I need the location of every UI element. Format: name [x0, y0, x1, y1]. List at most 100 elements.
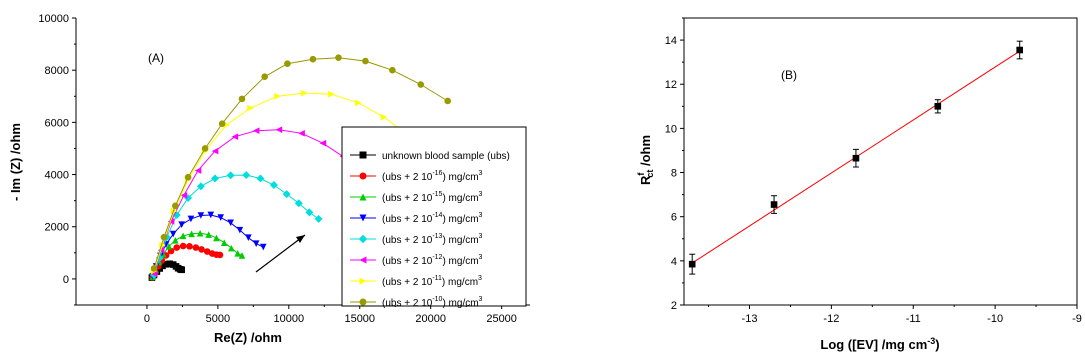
- chart-a-data-point: [309, 55, 317, 63]
- chart-a-data-point: [282, 190, 291, 199]
- chart-a-legend-marker: [359, 214, 367, 222]
- chart-a-data-point: [238, 252, 246, 259]
- chart-a-data-point: [301, 89, 308, 97]
- chart-a-data-point: [226, 171, 235, 180]
- chart-a-data-point: [328, 90, 335, 98]
- chart-a: 0 5000 10000 15000 20000 25000 0 2000 4000 6000 8…: [8, 13, 530, 345]
- chart-a-legend-label: unknown blood sample (ubs): [382, 151, 510, 162]
- chart-a-data-point: [211, 174, 219, 183]
- chart-b-data-point: [934, 103, 942, 110]
- chart-a-data-point: [150, 270, 158, 277]
- chart-a-x-tick-label: 5000: [206, 313, 230, 325]
- chart-a-data-point: [252, 127, 260, 135]
- chart-a-data-point: [227, 219, 234, 227]
- chart-a-data-point: [275, 126, 283, 133]
- chart-a-series-7: [150, 54, 452, 272]
- chart-a-data-point: [305, 208, 314, 217]
- chart-b-x-label: Log ([EV] /mg cm-3): [820, 336, 939, 352]
- chart-a-data-point: [167, 218, 175, 225]
- chart-a-data-point: [187, 215, 195, 223]
- chart-a-data-point: [213, 234, 220, 242]
- chart-a-data-point: [234, 250, 242, 257]
- chart-a-data-point: [294, 199, 303, 208]
- chart-a-y-tick-label: 2000: [45, 222, 69, 234]
- chart-a-data-point: [188, 230, 195, 238]
- chart-a-data-point: [362, 57, 369, 65]
- chart-b-data-point: [688, 260, 696, 268]
- chart-a-direction-arrow: [255, 234, 306, 273]
- chart-a-legend-label: (ubs + 2 10-16) mg/cm3: [382, 170, 483, 183]
- chart-a-data-point: [417, 81, 425, 88]
- chart-a-data-point: [203, 248, 211, 255]
- chart-a-data-point: [220, 239, 228, 246]
- chart-b: -13 -12 -11 -10 -9 2 4 6 8 10 12 14 (B) Log ([EV] …: [636, 17, 1082, 352]
- chart-a-legend-label: (ubs + 2 10-13) mg/cm3: [382, 233, 483, 246]
- chart-a-data-point: [180, 192, 188, 199]
- chart-a-data-point: [178, 221, 185, 228]
- chart-b-annotation: (B): [781, 68, 797, 82]
- chart-a-data-point: [274, 92, 281, 100]
- chart-a-data-point: [252, 240, 260, 247]
- chart-b-data-point: [770, 201, 778, 208]
- chart-a-data-point: [196, 182, 205, 191]
- chart-a-x-label: Re(Z) /ohm: [214, 330, 282, 345]
- chart-a-data-point: [284, 60, 291, 67]
- chart-a-legend-box: [341, 126, 527, 307]
- chart-a-data-point: [172, 202, 179, 210]
- chart-a-series-line: [153, 174, 319, 276]
- chart-a-data-point: [165, 242, 173, 250]
- chart-a-series-3: [149, 211, 267, 280]
- chart-a-data-point: [444, 97, 452, 105]
- chart-a-data-point: [218, 120, 226, 127]
- chart-a-data-point: [216, 251, 224, 259]
- chart-a-data-point: [184, 194, 193, 202]
- chart-b-plot-frame: [683, 17, 1078, 306]
- chart-a-data-point: [194, 167, 202, 174]
- chart-a-data-point: [231, 133, 239, 141]
- chart-a-legend-label: (ubs + 2 10-10) mg/cm3: [382, 296, 483, 309]
- chart-a-data-point: [380, 113, 388, 121]
- chart-b-data-point: [852, 154, 860, 162]
- chart-b-x-tick-label: -9: [1072, 313, 1082, 325]
- chart-a-data-point: [205, 231, 212, 238]
- chart-a-legend-marker: [359, 151, 367, 159]
- chart-a-data-point: [389, 66, 396, 74]
- chart-a-data-point: [150, 265, 158, 272]
- chart-a-y-tick-label: 6000: [45, 117, 69, 129]
- chart-a-data-point: [259, 243, 267, 251]
- chart-b-x-tick-label: -10: [987, 313, 1003, 325]
- chart-a-legend-marker: [358, 234, 368, 244]
- chart-a-data-point: [172, 236, 179, 244]
- chart-a-data-point: [228, 244, 235, 252]
- chart-a-data-point: [261, 73, 268, 81]
- chart-a-data-point: [207, 211, 215, 219]
- chart-b-y-label: Rfct /ohm: [636, 135, 655, 185]
- chart-a-data-point: [269, 181, 278, 189]
- chart-a-data-point: [245, 234, 252, 241]
- chart-a-y-label: - Im (Z) /ohm: [8, 123, 23, 201]
- chart-a-data-point: [173, 244, 181, 251]
- chart-a-data-point: [242, 171, 251, 180]
- chart-a-data-point: [247, 104, 254, 112]
- chart-a-data-point: [319, 139, 327, 147]
- chart-b-x-tick-label: -12: [823, 313, 839, 325]
- chart-a-data-point: [192, 244, 200, 251]
- chart-a-data-point: [211, 147, 219, 155]
- chart-a-legend-marker: [359, 193, 367, 201]
- chart-a-legend-marker: [359, 298, 367, 306]
- chart-a-data-point: [217, 214, 225, 221]
- chart-a-legend-label: (ubs + 2 10-11) mg/cm3: [382, 275, 482, 288]
- chart-a-data-point: [198, 246, 205, 253]
- chart-a-x-tick-label: 0: [144, 313, 150, 325]
- chart-a-data-point: [166, 260, 173, 268]
- chart-a-data-point: [184, 173, 192, 181]
- chart-a-legend: unknown blood sample (ubs) (ubs + 2 10-16…: [341, 126, 527, 309]
- chart-b-x-tick-label: -11: [906, 313, 921, 325]
- chart-a-data-point: [335, 54, 342, 61]
- chart-b-y-tick-label: 8: [671, 168, 677, 180]
- chart-a-data-point: [238, 95, 246, 103]
- chart-a-data-point: [236, 226, 244, 234]
- chart-a-data-point: [162, 260, 170, 268]
- chart-a-arrow-head: [296, 235, 305, 243]
